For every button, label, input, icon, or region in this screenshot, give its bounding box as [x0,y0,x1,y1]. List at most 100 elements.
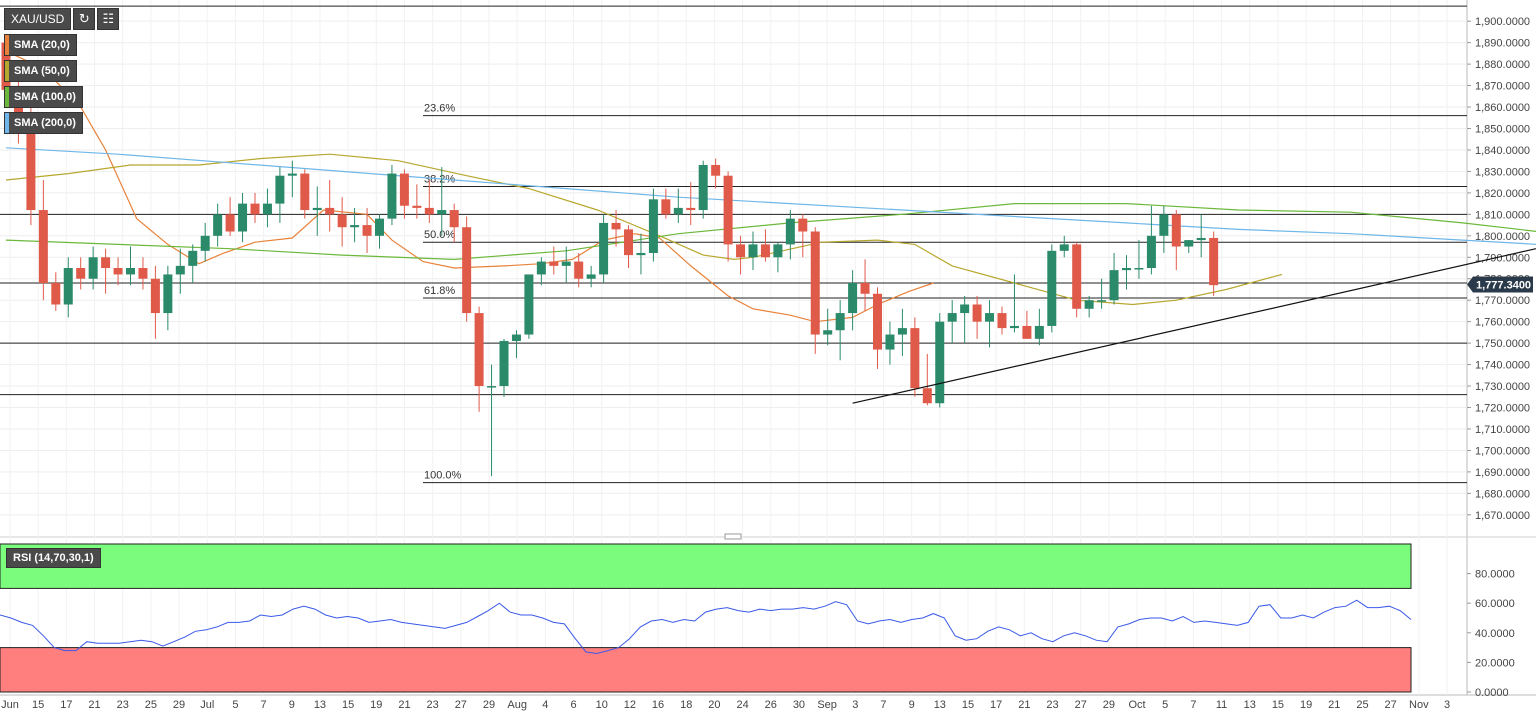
candle [972,295,982,339]
time-tick-label: 15 [32,699,44,711]
rsi-label[interactable]: RSI (14,70,30,1) [6,548,101,568]
candle [51,272,61,311]
candle-body [76,268,86,279]
candle [960,295,970,344]
candle-body [424,207,434,215]
candle-body [362,225,372,236]
candle [1047,244,1057,333]
calendar-icon[interactable]: ☷ [97,8,120,30]
candle [922,353,932,406]
candle-body [599,222,609,275]
candle-body [38,210,48,284]
candle-body [1122,268,1131,271]
candle [661,188,671,219]
time-tick-label: 21 [398,699,410,711]
candle-body [549,261,559,266]
time-tick-label: 9 [909,699,915,711]
candle [711,158,721,189]
candle [238,192,248,243]
candle-body [736,244,746,258]
sma-200-legend[interactable]: SMA (200,0) [4,112,83,134]
rsi-line [0,599,1412,655]
time-tick-label: 5 [232,699,238,711]
candle [760,229,770,262]
time-tick-label: 13 [934,699,946,711]
time-tick-label: 17 [990,699,1002,711]
time-tick-label: 20 [708,699,720,711]
time-tick-label: Sep [817,699,837,711]
candle [225,197,235,236]
fibonacci-label: 50.0% [424,229,455,241]
refresh-icon[interactable]: ↻ [73,8,96,30]
rsi-tick-label: 60.0000 [1475,598,1515,610]
price-tick-label: 1,700.0000 [1475,445,1530,457]
candle-body [238,203,248,232]
sma-line [5,203,1536,261]
candle-body [163,274,173,314]
candle [1184,240,1194,253]
time-tick-label: 15 [342,699,354,711]
sma-20-legend[interactable]: SMA (20,0) [4,34,77,56]
time-tick-label: 18 [680,699,692,711]
candle [549,246,559,275]
price-tick-label: 1,740.0000 [1475,360,1530,372]
last-price-tag-shape [1467,276,1533,293]
candle [1109,252,1119,305]
candle [437,167,447,236]
candle-body [26,122,36,211]
candle-body [910,328,920,389]
candle [536,257,546,286]
candle [350,207,360,243]
candle-body [760,244,770,258]
candle-body [200,235,210,251]
time-tick-label: Aug [507,699,527,711]
candle [1134,240,1144,279]
price-tick-label: 1,900.0000 [1475,16,1530,28]
rsi-tick-label: 40.0000 [1475,628,1515,640]
candle [424,180,434,223]
candle-body [922,388,932,404]
candle [88,246,98,290]
price-tick-label: 1,760.0000 [1475,317,1530,329]
candle [748,231,758,271]
candle-body [437,210,447,215]
candle [449,203,459,243]
time-tick-label: 27 [455,699,467,711]
candle-body [785,218,795,245]
candle-body [773,244,783,258]
candle [1072,242,1082,318]
candle-body [1171,214,1181,247]
candle [1059,235,1069,258]
candle-body [935,321,945,404]
time-tick-label: 5 [1162,699,1168,711]
time-tick-label: 29 [1103,699,1115,711]
pane-resize-handle [724,533,742,540]
sma-100-legend[interactable]: SMA (100,0) [4,86,83,108]
candle [1022,310,1032,339]
candle-body [188,250,198,266]
time-tick-label: 25 [145,699,157,711]
candle [524,274,534,339]
time-tick-label: 27 [1075,699,1087,711]
time-tick-label: Nov [1409,699,1429,711]
candle [985,300,995,348]
candle-body [823,330,833,335]
candle [885,321,895,365]
candle-body [1034,325,1044,339]
sma-line [5,147,1536,245]
price-tick-label: 1,680.0000 [1475,488,1530,500]
candle-body [63,268,73,305]
sma-50-legend[interactable]: SMA (50,0) [4,60,77,82]
candle-body [287,173,297,176]
candle-body [860,283,870,294]
candle [686,182,696,226]
candle [126,246,135,286]
candle [1196,214,1206,258]
candle [810,227,820,354]
candle-body [250,203,260,215]
symbol-label[interactable]: XAU/USD [4,8,72,30]
price-tick-label: 1,890.0000 [1475,38,1530,50]
candle [586,265,596,288]
candle [1122,255,1131,290]
